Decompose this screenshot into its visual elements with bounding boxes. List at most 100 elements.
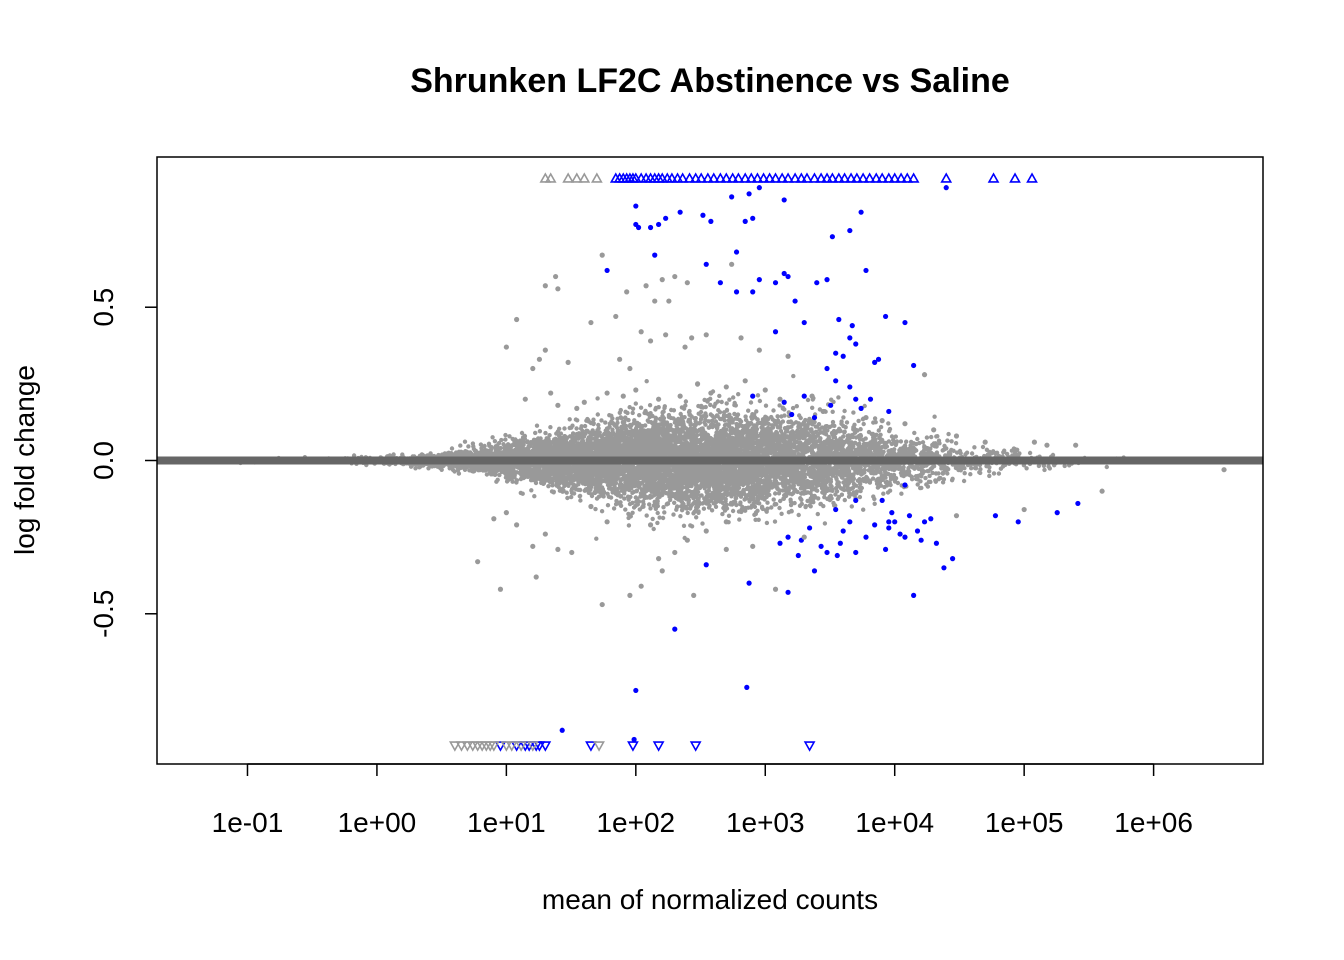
data-point-clipped-high	[801, 172, 813, 183]
data-point	[892, 519, 898, 525]
data-point	[542, 347, 548, 353]
data-point	[1075, 500, 1081, 507]
data-point	[886, 408, 892, 415]
data-point-clipped-high	[720, 172, 733, 183]
data-point	[1221, 467, 1227, 473]
data-point	[853, 396, 859, 402]
data-point	[824, 365, 830, 372]
data-point	[781, 197, 787, 203]
data-point	[756, 277, 762, 283]
data-point	[785, 353, 791, 359]
data-point-clipped-low	[593, 741, 605, 752]
data-point-clipped-high	[901, 172, 914, 183]
data-point	[627, 365, 633, 372]
data-point	[762, 387, 768, 393]
data-point	[858, 209, 864, 215]
data-point	[633, 687, 639, 694]
data-point	[1031, 439, 1038, 445]
data-point	[565, 359, 571, 365]
data-point-clipped-low	[585, 741, 597, 752]
data-point	[647, 522, 654, 528]
data-point	[733, 289, 740, 295]
data-point	[694, 381, 701, 387]
data-point	[703, 528, 709, 534]
data-point	[875, 356, 882, 362]
data-point	[666, 298, 672, 304]
data-point	[694, 503, 701, 510]
data-point	[863, 414, 869, 421]
data-point-clipped-high	[987, 172, 1000, 183]
data-point	[781, 270, 787, 277]
data-point	[663, 215, 669, 221]
data-point-clipped-high	[838, 172, 851, 183]
data-point	[542, 531, 548, 537]
data-point	[801, 393, 807, 399]
data-point	[643, 283, 649, 289]
data-point-clipped-low	[515, 741, 527, 752]
data-point	[836, 316, 842, 323]
x-tick-label: 1e+05	[985, 807, 1064, 838]
data-point	[684, 280, 690, 286]
data-points	[448, 172, 1227, 752]
data-point-clipped-low	[455, 741, 468, 752]
y-tick-label: -0.5	[88, 590, 119, 638]
data-point	[750, 289, 756, 295]
data-point	[911, 592, 917, 598]
data-point	[820, 408, 826, 415]
data-point	[879, 418, 885, 424]
data-point	[581, 399, 587, 405]
data-point-clipped-high	[769, 172, 782, 183]
data-point-clipped-low	[526, 741, 539, 752]
data-point-clipped-high	[907, 172, 920, 183]
data-point	[638, 329, 644, 335]
data-point-clipped-high	[707, 172, 720, 183]
data-point	[872, 522, 878, 528]
data-point	[689, 335, 695, 341]
data-point-clipped-high	[745, 172, 758, 183]
data-point	[756, 347, 762, 353]
data-point	[847, 519, 853, 525]
data-point-clipped-high	[940, 172, 953, 183]
data-point	[914, 528, 921, 534]
data-point-clipped-low	[505, 741, 518, 752]
data-point-clipped-high	[882, 172, 895, 183]
data-point	[672, 273, 678, 280]
data-point	[552, 273, 559, 280]
data-point	[847, 227, 853, 234]
data-point-clipped-low	[803, 741, 816, 752]
data-point	[809, 393, 815, 399]
data-point	[853, 549, 859, 556]
data-point-clipped-high	[570, 172, 583, 183]
data-point	[604, 390, 610, 396]
data-point	[837, 540, 843, 546]
data-point	[684, 537, 690, 543]
data-point	[847, 335, 853, 341]
data-point	[717, 280, 723, 286]
data-point	[918, 537, 924, 543]
data-point-clipped-high	[689, 172, 702, 183]
data-point	[514, 316, 520, 323]
data-point	[886, 525, 892, 531]
data-point	[889, 510, 895, 516]
data-point-clipped-high	[782, 172, 794, 183]
data-point	[750, 543, 756, 549]
data-point	[811, 414, 818, 421]
data-point	[933, 540, 940, 546]
data-point	[708, 390, 714, 396]
data-point-clipped-high	[876, 172, 889, 183]
data-point	[902, 319, 908, 326]
data-point	[853, 497, 859, 503]
data-point	[818, 543, 824, 549]
data-point	[882, 313, 889, 320]
data-point	[617, 356, 623, 362]
data-point-clipped-high	[695, 172, 708, 183]
data-point	[906, 513, 913, 519]
data-point	[828, 402, 834, 408]
data-point-clipped-high	[888, 172, 901, 183]
data-point-clipped-high	[544, 172, 557, 183]
data-point	[672, 626, 678, 632]
data-point	[548, 390, 554, 396]
data-point	[733, 249, 740, 255]
data-point	[588, 503, 594, 510]
